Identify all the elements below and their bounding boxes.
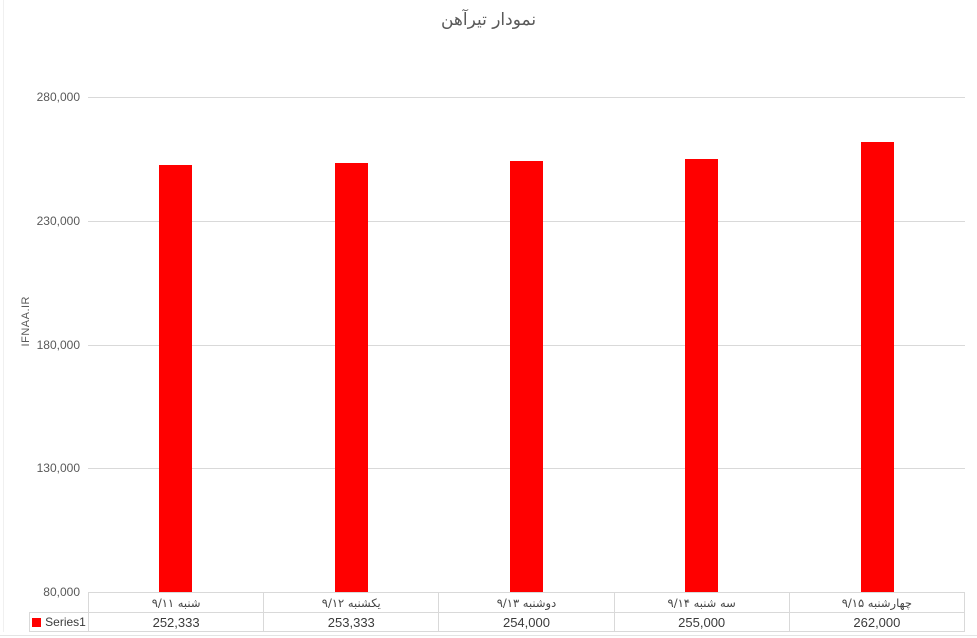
y-axis-tick-label: 230,000	[36, 214, 80, 228]
y-axis-tick-label: 280,000	[36, 90, 80, 104]
value-cell: 255,000	[613, 612, 790, 632]
category-label-cell: شنبه ۹/۱۱	[87, 592, 265, 613]
chart-title: نمودار تیرآهن	[440, 10, 537, 30]
series-color-swatch	[32, 618, 42, 627]
left-edge-line	[3, 0, 4, 632]
bar	[685, 158, 719, 592]
legend-cell: Series1	[29, 612, 89, 632]
value-cell: 262,000	[788, 612, 966, 632]
y-axis-tick-label: 130,000	[36, 461, 80, 475]
value-row: Series1 252,333 253,333 254,000 255,000 …	[29, 612, 966, 632]
gridline	[88, 97, 965, 98]
bar	[334, 162, 368, 592]
y-axis-tick-label: 180,000	[36, 338, 80, 352]
bar	[510, 161, 544, 592]
value-cell: 253,333	[263, 612, 440, 632]
category-label-cell: سه شنبه ۹/۱۴	[613, 592, 790, 613]
bar	[860, 141, 894, 592]
bottom-edge-line	[0, 635, 977, 636]
value-cell: 254,000	[438, 612, 615, 632]
value-cell: 252,333	[87, 612, 265, 632]
category-label-cell: یکشنبه ۹/۱۲	[263, 592, 440, 613]
category-label-cell: دوشنبه ۹/۱۳	[438, 592, 615, 613]
table-corner-cell	[30, 593, 89, 613]
bar	[159, 165, 193, 592]
category-label-cell: چهارشنبه ۹/۱۵	[788, 592, 966, 613]
y-axis-tick-label: 80,000	[43, 585, 80, 599]
plot-area	[88, 97, 965, 592]
data-table: شنبه ۹/۱۱ یکشنبه ۹/۱۲ دوشنبه ۹/۱۳ سه شنب…	[29, 592, 966, 632]
bars-group	[88, 97, 965, 592]
category-row: شنبه ۹/۱۱ یکشنبه ۹/۱۲ دوشنبه ۹/۱۳ سه شنب…	[30, 592, 966, 613]
series-name-label: Series1	[45, 615, 86, 629]
